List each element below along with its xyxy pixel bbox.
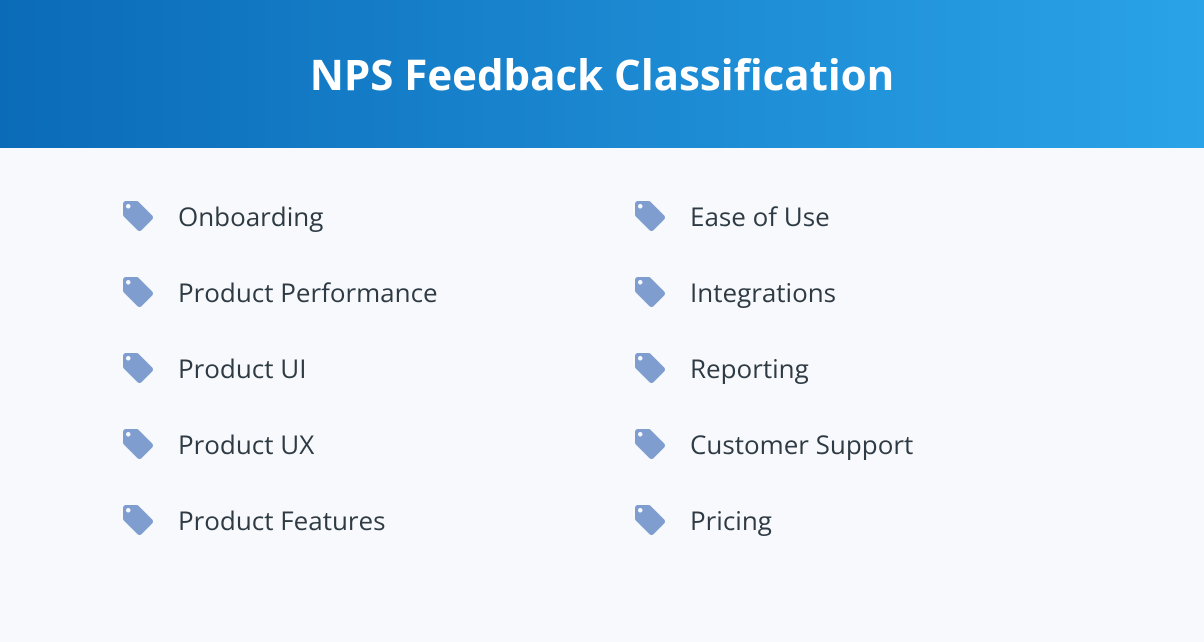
tag-item: Reporting	[632, 350, 1084, 386]
tag-label: Pricing	[690, 502, 772, 538]
tag-label: Ease of Use	[690, 198, 830, 234]
tag-item: Product Features	[120, 502, 572, 538]
tag-label: Product Features	[178, 502, 386, 538]
tag-icon	[632, 198, 668, 234]
tag-icon	[632, 426, 668, 462]
tag-icon	[632, 350, 668, 386]
tag-item: Customer Support	[632, 426, 1084, 462]
tag-icon	[120, 198, 156, 234]
tag-icon	[632, 274, 668, 310]
right-column: Ease of Use Integrations Reporting Custo…	[632, 198, 1084, 538]
tag-icon	[632, 502, 668, 538]
tag-item: Product UX	[120, 426, 572, 462]
tag-label: Product UI	[178, 350, 306, 386]
tag-label: Product UX	[178, 426, 314, 462]
tag-label: Reporting	[690, 350, 809, 386]
page-title: NPS Feedback Classification	[310, 46, 895, 103]
tag-icon	[120, 350, 156, 386]
tag-icon	[120, 274, 156, 310]
tag-label: Integrations	[690, 274, 836, 310]
tag-label: Product Performance	[178, 274, 438, 310]
header: NPS Feedback Classification	[0, 0, 1204, 148]
tag-item: Product Performance	[120, 274, 572, 310]
tag-label: Customer Support	[690, 426, 913, 462]
tag-item: Ease of Use	[632, 198, 1084, 234]
tag-icon	[120, 426, 156, 462]
tag-icon	[120, 502, 156, 538]
tag-grid: Onboarding Product Performance Product U…	[0, 148, 1204, 538]
tag-item: Pricing	[632, 502, 1084, 538]
tag-item: Onboarding	[120, 198, 572, 234]
left-column: Onboarding Product Performance Product U…	[120, 198, 572, 538]
tag-item: Product UI	[120, 350, 572, 386]
tag-label: Onboarding	[178, 198, 323, 234]
tag-item: Integrations	[632, 274, 1084, 310]
